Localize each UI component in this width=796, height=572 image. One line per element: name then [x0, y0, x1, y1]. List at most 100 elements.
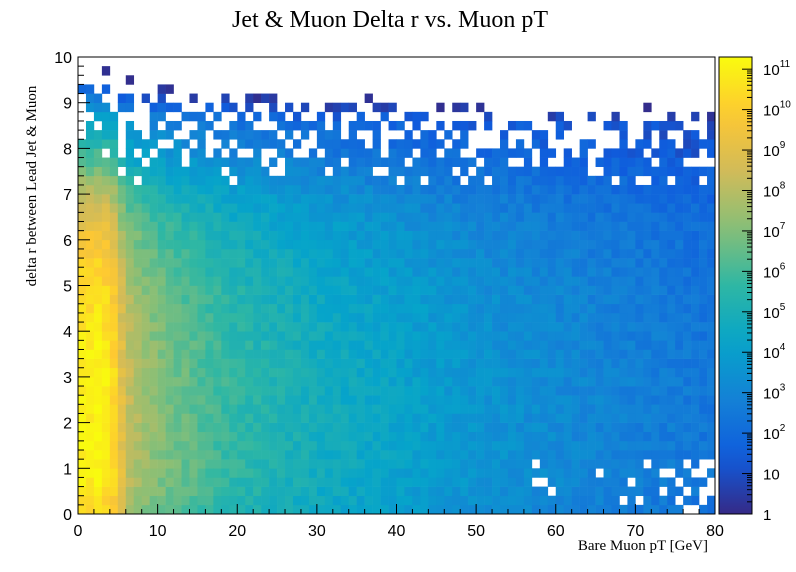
heatmap-bin	[356, 504, 365, 515]
heatmap-bin	[324, 404, 334, 414]
heatmap-bin	[420, 413, 429, 423]
heatmap-bin	[635, 459, 644, 469]
heatmap-bin	[699, 422, 708, 433]
heatmap-bin	[221, 267, 230, 277]
heatmap-bin	[547, 322, 557, 332]
heatmap-bin	[133, 194, 142, 204]
heatmap-bin	[380, 203, 389, 213]
heatmap-bin	[683, 331, 692, 341]
heatmap-bin	[683, 431, 692, 442]
heatmap-bin	[133, 331, 142, 341]
heatmap-bin	[149, 459, 158, 469]
heatmap-bin	[396, 139, 405, 149]
heatmap-bin	[181, 486, 190, 497]
heatmap-bin	[213, 349, 222, 359]
heatmap-bin	[229, 285, 238, 295]
heatmap-bin	[476, 258, 485, 268]
heatmap-bin	[507, 322, 517, 332]
heatmap-bin	[659, 358, 668, 369]
heatmap-bin	[691, 194, 700, 204]
heatmap-bin	[555, 194, 565, 204]
heatmap-bin	[109, 120, 119, 131]
heatmap-bin	[300, 477, 310, 487]
heatmap-bin	[627, 468, 636, 478]
heatmap-bin	[101, 404, 111, 414]
heatmap-bin	[245, 194, 254, 204]
heatmap-bin	[492, 404, 501, 414]
heatmap-bin	[396, 258, 405, 268]
heatmap-bin	[269, 184, 278, 195]
heatmap-bin	[667, 349, 676, 359]
y-tick-label: 10	[54, 50, 72, 67]
heatmap-bin	[237, 322, 246, 332]
heatmap-bin	[181, 175, 190, 186]
heatmap-bin	[444, 459, 453, 469]
heatmap-bin	[388, 212, 397, 222]
heatmap-bin	[213, 495, 222, 506]
heatmap-bin	[651, 404, 660, 414]
heatmap-bin	[380, 239, 389, 250]
heatmap-bin	[659, 276, 668, 286]
heatmap-bin	[523, 239, 533, 250]
heatmap-bin	[205, 303, 214, 314]
heatmap-bin	[460, 166, 469, 177]
heatmap-bin	[500, 376, 509, 387]
heatmap-bin	[460, 239, 469, 250]
heatmap-bin	[372, 258, 381, 268]
heatmap-bin	[85, 450, 95, 460]
heatmap-bin	[205, 203, 214, 213]
heatmap-bin	[109, 285, 119, 295]
heatmap-bin	[221, 422, 230, 433]
heatmap-bin	[237, 194, 246, 204]
heatmap-bin	[78, 367, 87, 378]
y-tick-label: 0	[63, 507, 72, 524]
heatmap-bin	[675, 248, 684, 259]
heatmap-bin	[515, 148, 525, 158]
heatmap-bin	[133, 440, 142, 451]
heatmap-bin	[388, 358, 397, 369]
heatmap-bin	[149, 239, 158, 250]
heatmap-bin	[476, 468, 485, 478]
heatmap-bin	[492, 431, 501, 442]
heatmap-bin	[452, 230, 461, 241]
heatmap-bin	[579, 148, 588, 158]
heatmap-bin	[149, 157, 158, 167]
heatmap-bin	[388, 239, 397, 250]
heatmap-bin	[436, 175, 445, 186]
heatmap-bin	[372, 194, 381, 204]
heatmap-bin	[292, 203, 302, 213]
heatmap-bin	[141, 166, 150, 177]
heatmap-bin	[157, 404, 166, 414]
heatmap-bin	[683, 367, 692, 378]
heatmap-bin	[515, 358, 525, 369]
heatmap-bin	[651, 285, 660, 295]
heatmap-bin	[157, 322, 166, 332]
heatmap-bin	[157, 175, 166, 186]
heatmap-bin	[587, 413, 596, 423]
heatmap-bin	[348, 139, 357, 149]
heatmap-bin	[316, 157, 326, 167]
heatmap-bin	[707, 175, 716, 186]
heatmap-bin	[627, 258, 636, 268]
heatmap-bin	[237, 349, 246, 359]
heatmap-bin	[603, 258, 612, 268]
heatmap-bin	[372, 239, 381, 250]
heatmap-bin	[500, 504, 509, 515]
heatmap-bin	[197, 358, 206, 369]
heatmap-bin	[396, 504, 405, 515]
heatmap-bin	[324, 294, 334, 305]
heatmap-bin	[396, 358, 405, 369]
heatmap-bin	[173, 477, 182, 487]
heatmap-bin	[500, 358, 509, 369]
heatmap-bin	[468, 367, 477, 378]
heatmap-bin	[627, 331, 636, 341]
heatmap-bin	[149, 120, 158, 131]
heatmap-bin	[125, 404, 135, 414]
heatmap-bin	[78, 358, 87, 369]
heatmap-bin	[699, 504, 708, 515]
heatmap-bin	[165, 230, 174, 241]
heatmap-bin	[380, 468, 389, 478]
heatmap-bin	[269, 194, 278, 204]
heatmap-bin	[579, 349, 588, 359]
heatmap-bin	[308, 258, 318, 268]
